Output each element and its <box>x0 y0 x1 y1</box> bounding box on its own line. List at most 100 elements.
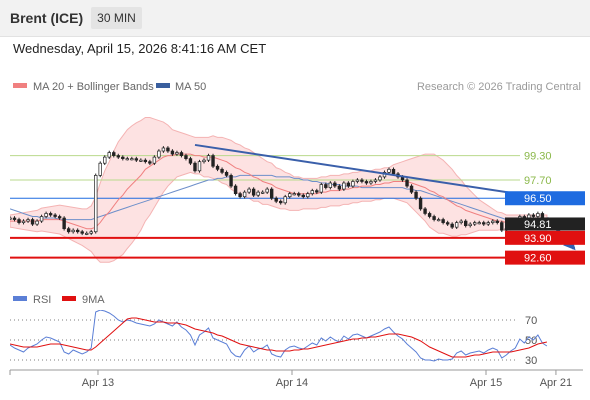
candle-body <box>342 182 346 190</box>
candle-body <box>477 222 481 225</box>
candle-body <box>468 223 472 226</box>
candle-body <box>310 190 314 195</box>
candle-body <box>256 191 260 196</box>
candle-body <box>57 216 62 219</box>
rsi-legend-label: RSI <box>33 294 51 306</box>
candle-body <box>454 222 459 228</box>
candle-body <box>48 213 53 216</box>
candle-body <box>134 158 139 161</box>
candle-body <box>391 168 396 175</box>
bollinger-band <box>10 117 548 263</box>
candle-body <box>215 165 220 170</box>
candle-body <box>166 147 170 152</box>
candle-body <box>274 197 278 202</box>
candle-body <box>418 197 423 210</box>
candle-body <box>35 220 39 225</box>
rsi-tick-label-70: 70 <box>525 315 537 327</box>
candle-body <box>315 190 319 193</box>
last-price-label: 94.81 <box>524 219 552 231</box>
rsi-line <box>10 310 548 362</box>
ma50-legend-swatch <box>156 83 170 88</box>
bollinger-legend-label: MA 20 + Bollinger Bands <box>33 81 154 93</box>
level-box-93.90 <box>505 230 585 245</box>
candle-body <box>175 152 179 155</box>
ma50-legend-label: MA 50 <box>175 81 206 93</box>
copyright-note: Research © 2026 Trading Central <box>417 81 581 93</box>
candle-body <box>94 175 98 233</box>
candle-body <box>333 182 337 187</box>
x-tick-label-Apr 14: Apr 14 <box>276 377 308 389</box>
candle-body <box>486 222 490 225</box>
candle-body <box>242 191 247 198</box>
candle-body <box>473 222 477 225</box>
rsi-ma-legend-swatch <box>62 296 76 301</box>
rsi-ma-legend-label: 9MA <box>82 294 105 306</box>
candle-body <box>30 219 35 225</box>
candle-body <box>206 155 211 161</box>
candle-body <box>482 222 486 225</box>
candle-body <box>283 196 287 204</box>
bollinger-legend-swatch <box>13 83 27 88</box>
candle-body <box>224 171 229 176</box>
candle-body <box>139 159 143 162</box>
candle-body <box>188 158 193 164</box>
candle-body <box>491 220 495 223</box>
candle-body <box>233 185 238 195</box>
price-panel: 99.30 97.70 96.50 93.90 92.60 94.81 <box>10 117 585 265</box>
candle-body <box>103 156 107 164</box>
candle-body <box>26 219 30 222</box>
candle-body <box>355 179 360 182</box>
level-label-92.60: 92.60 <box>524 253 552 265</box>
candle-body <box>152 156 157 164</box>
candle-body <box>445 222 450 225</box>
candle-body <box>463 220 468 226</box>
level-box-92.60 <box>505 250 585 265</box>
candle-body <box>62 217 66 230</box>
candle-body <box>450 223 454 228</box>
last-price-box <box>505 217 585 231</box>
ma20-line <box>10 153 547 230</box>
candle-body <box>432 216 436 220</box>
candle-body <box>269 188 274 199</box>
x-axis-ticks: Apr 13 Apr 14 Apr 15 Apr 21 <box>82 370 572 389</box>
candle-body <box>71 229 75 233</box>
candle-body <box>121 156 125 159</box>
candle-body <box>66 228 71 233</box>
rsi-tick-label-30: 30 <box>525 355 537 367</box>
timeframe-button[interactable]: 30 MIN <box>91 7 142 29</box>
x-axis: Apr 13 Apr 14 Apr 15 Apr 21 <box>9 369 583 389</box>
candle-body <box>364 181 369 184</box>
x-tick-label-Apr 15: Apr 15 <box>470 377 502 389</box>
instrument-title: Brent (ICE) <box>10 10 84 26</box>
candle-body <box>423 208 427 214</box>
candle-body <box>360 179 364 182</box>
candle-body <box>328 182 333 188</box>
candle-body <box>495 220 499 223</box>
candle-body <box>351 181 355 187</box>
candle-body <box>193 162 197 172</box>
candle-body <box>170 150 175 155</box>
candle-body <box>297 193 301 196</box>
x-tick-label-Apr 13: Apr 13 <box>82 377 114 389</box>
price-level-labels: 99.30 97.70 96.50 93.90 92.60 <box>505 151 585 265</box>
candle-body <box>39 216 44 222</box>
candle-body <box>130 158 134 161</box>
candle-body <box>80 231 84 234</box>
candle-body <box>306 193 310 198</box>
candle-body <box>21 220 26 223</box>
candle-body <box>265 188 269 193</box>
x-tick-label-Apr 21: Apr 21 <box>540 377 572 389</box>
candle-body <box>247 188 251 193</box>
candle-body <box>161 147 166 152</box>
candle-body <box>436 219 441 222</box>
timestamp: Wednesday, April 15, 2026 8:41:16 AM CET <box>13 41 267 56</box>
candle-body <box>125 158 130 161</box>
candle-body <box>17 219 21 223</box>
main-legend: MA 20 + Bollinger Bands MA 50 Research ©… <box>13 81 581 93</box>
candle-body <box>53 214 57 217</box>
candle-body <box>337 185 342 190</box>
candle-body <box>12 217 17 220</box>
candle-body <box>75 229 80 233</box>
